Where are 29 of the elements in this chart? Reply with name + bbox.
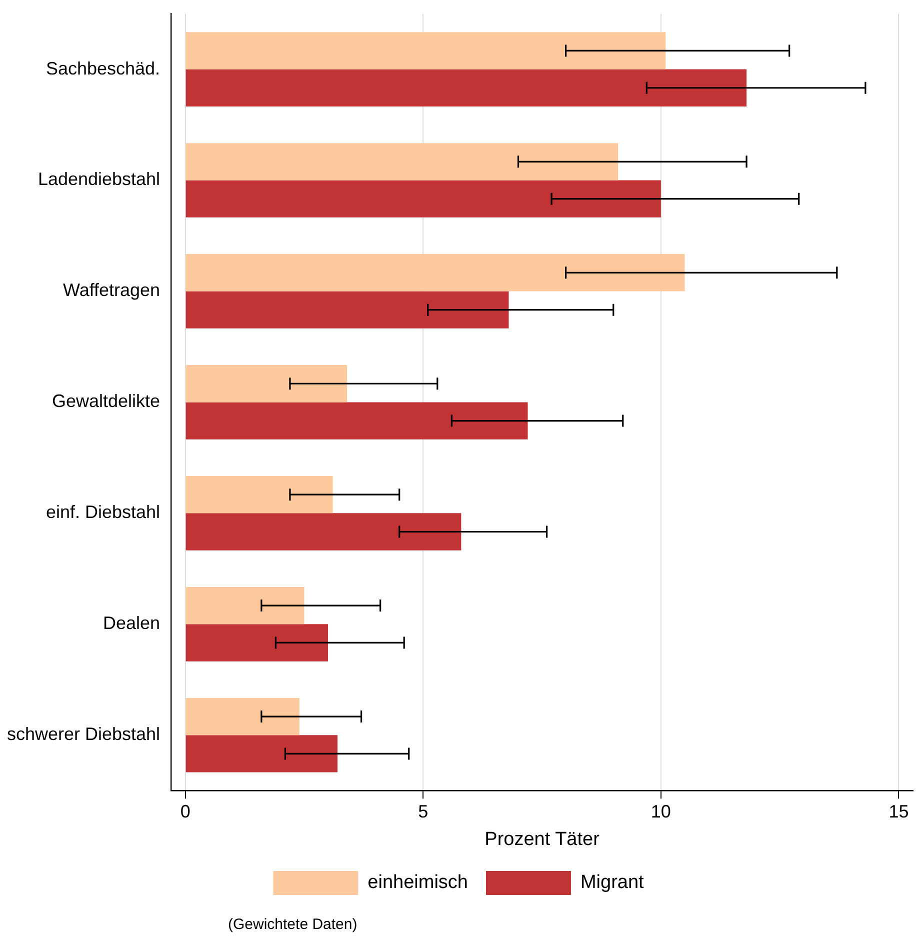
bar: [186, 402, 528, 440]
y-tick-label: Dealen: [103, 613, 160, 634]
x-tick-label: 10: [650, 801, 671, 822]
x-tick-label: 5: [418, 801, 428, 822]
y-tick-label: schwerer Diebstahl: [7, 724, 160, 744]
x-tick-label: 0: [180, 801, 190, 822]
bar: [186, 698, 300, 736]
bar: [186, 735, 338, 772]
bar: [186, 476, 333, 514]
y-tick-label: Waffetragen: [63, 280, 160, 300]
bar: [186, 143, 618, 180]
y-tick-label: Gewaltdelikte: [52, 391, 160, 412]
bar: [186, 254, 685, 292]
bar: [186, 513, 462, 550]
bar: [186, 291, 509, 328]
y-tick-label: Sachbeschäd.: [46, 58, 160, 78]
bar: [186, 180, 661, 218]
bar: [186, 624, 328, 662]
legend-label: einheimisch: [368, 872, 468, 894]
legend-label: Migrant: [580, 872, 645, 894]
bar: [186, 69, 747, 106]
x-tick-label: 15: [888, 801, 909, 822]
text: (Gewichtete Daten): [228, 916, 358, 933]
bar: [186, 586, 304, 624]
y-tick-label: Ladendiebstahl: [38, 169, 160, 190]
y-tick-label: einf. Diebstahl: [46, 502, 160, 522]
bar: [186, 365, 348, 402]
x-axis-title: Prozent Täter: [484, 828, 600, 850]
bar: [186, 32, 666, 70]
